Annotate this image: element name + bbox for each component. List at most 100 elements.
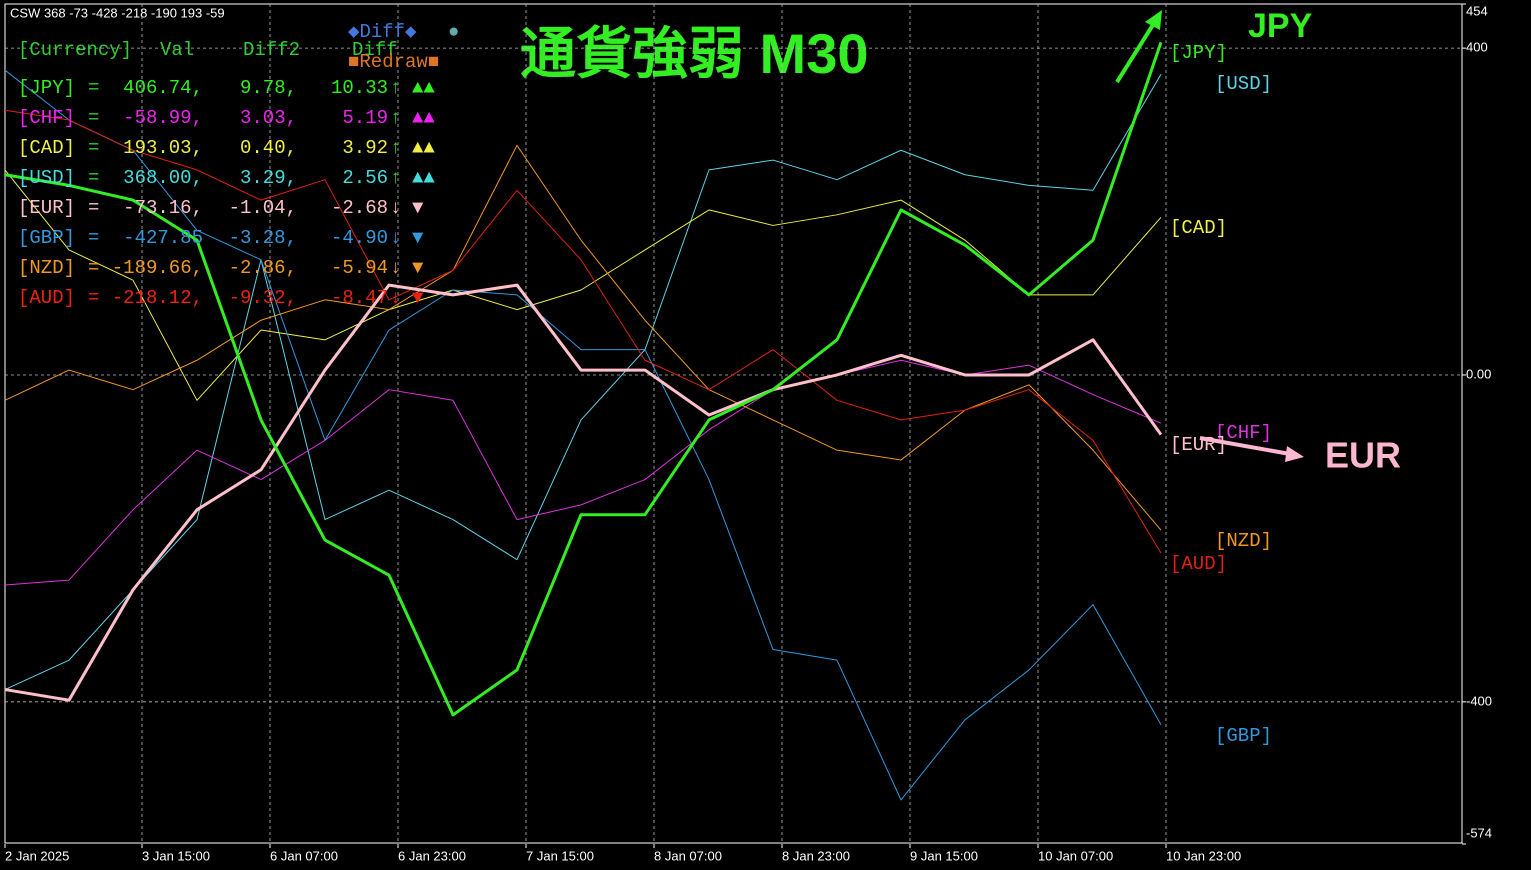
table-cell: -189.66, xyxy=(112,257,203,279)
info-panel: [Currency] Val Diff2 Diff [JPY] = 406.74, 9.78,… xyxy=(18,21,459,309)
column-header: Diff xyxy=(352,39,398,61)
column-header: Val xyxy=(160,39,194,61)
table-cell: 193.03, xyxy=(123,137,203,159)
table-cell: ↓ xyxy=(390,227,401,249)
table-cell: = xyxy=(88,77,99,99)
series-label: [AUD] xyxy=(1170,553,1227,575)
series-label: [GBP] xyxy=(1215,725,1272,747)
arrow xyxy=(1199,436,1291,456)
series-line xyxy=(4,74,1162,691)
series-label: [CHF] xyxy=(1215,422,1272,444)
button[interactable]: ◆Diff◆ xyxy=(348,21,417,43)
table-cell: ↑ xyxy=(390,167,401,189)
table-cell: ▼ xyxy=(412,257,424,279)
y-tick-label: -574 xyxy=(1466,825,1492,840)
annotation: EUR xyxy=(1325,435,1401,476)
x-tick-label: 7 Jan 15:00 xyxy=(526,848,594,863)
annotation-arrows xyxy=(1115,10,1304,462)
x-tick-label: 8 Jan 07:00 xyxy=(654,848,722,863)
y-tick-label: 454 xyxy=(1466,3,1488,18)
table-cell: -58.99, xyxy=(123,107,203,129)
series-label: [JPY] xyxy=(1170,42,1227,64)
y-tick-label: -400 xyxy=(1466,693,1492,708)
series-line xyxy=(4,169,1162,401)
x-tick-label: 3 Jan 15:00 xyxy=(142,848,210,863)
table-cell: 406.74, xyxy=(123,77,203,99)
series-label: [USD] xyxy=(1215,73,1272,95)
table-cell: -2.86, xyxy=(229,257,297,279)
x-tick-label: 9 Jan 15:00 xyxy=(910,848,978,863)
table-cell: [NZD] xyxy=(18,257,75,279)
x-tick-label: 10 Jan 07:00 xyxy=(1038,848,1113,863)
series-label: [EUR] xyxy=(1170,434,1227,456)
table-cell: = xyxy=(88,227,99,249)
series-line xyxy=(4,69,1162,801)
table-cell: [GBP] xyxy=(18,227,75,249)
table-cell: ▲▲ xyxy=(412,137,435,159)
table-cell: ↓ xyxy=(390,287,401,309)
table-cell: -3.28, xyxy=(229,227,297,249)
table-cell: [USD] xyxy=(18,167,75,189)
series-line xyxy=(4,109,1162,554)
annotation: JPY xyxy=(1248,7,1313,45)
table-cell: ↓ xyxy=(390,257,401,279)
arrow xyxy=(1115,18,1158,84)
table-cell: = xyxy=(88,107,99,129)
header-text: CSW 368 -73 -428 -218 -190 193 -59 xyxy=(10,5,225,20)
table-cell: [CHF] xyxy=(18,107,75,129)
table-cell: [CAD] xyxy=(18,137,75,159)
column-header: [Currency] xyxy=(18,39,132,61)
table-cell: ▼ xyxy=(412,227,424,249)
table-cell: = xyxy=(88,197,99,219)
table-cell: 0.40, xyxy=(240,137,297,159)
table-cell: ▲▲ xyxy=(412,77,435,99)
table-cell: 3.29, xyxy=(240,167,297,189)
table-cell: ↑ xyxy=(390,107,401,129)
x-tick-label: 10 Jan 23:00 xyxy=(1166,848,1241,863)
x-tick-label: 8 Jan 23:00 xyxy=(782,848,850,863)
table-cell: ▼ xyxy=(412,287,424,309)
table-cell: 3.92 xyxy=(342,137,388,159)
table-cell: 2.56 xyxy=(342,167,388,189)
series-label: [CAD] xyxy=(1170,217,1227,239)
table-cell: ↑ xyxy=(390,137,401,159)
table-cell: 3.03, xyxy=(240,107,297,129)
chart-title: 通貨強弱 M30 xyxy=(520,22,869,85)
x-tick-label: 6 Jan 07:00 xyxy=(270,848,338,863)
table-cell: 5.19 xyxy=(342,107,388,129)
arrow-head xyxy=(1285,446,1304,462)
y-tick-label: 0.00 xyxy=(1466,366,1491,381)
button[interactable]: ● xyxy=(448,21,459,43)
table-cell: ▲▲ xyxy=(412,107,435,129)
table-cell: ▼ xyxy=(412,197,424,219)
button[interactable]: ■Redraw■ xyxy=(348,51,439,73)
table-cell: [JPY] xyxy=(18,77,75,99)
table-cell: [EUR] xyxy=(18,197,75,219)
table-cell: -2.68 xyxy=(331,197,388,219)
series-line xyxy=(4,41,1163,717)
table-cell: -5.94 xyxy=(331,257,388,279)
table-cell: = xyxy=(88,137,99,159)
table-cell: -427.85 xyxy=(123,227,203,249)
table-cell: -218.12, xyxy=(112,287,203,309)
x-tick-label: 6 Jan 23:00 xyxy=(398,848,466,863)
x-tick-label: 2 Jan 2025 xyxy=(5,848,69,863)
table-cell: = xyxy=(88,287,99,309)
plot-area: 454 400 0.00 -400 -574 2 Jan 2025 3 Jan 15:00 6… xyxy=(4,3,1492,863)
y-tick-label: 400 xyxy=(1466,40,1488,55)
table-cell: -73.16, xyxy=(123,197,203,219)
table-cell: = xyxy=(88,167,99,189)
table-cell: ▲▲ xyxy=(412,167,435,189)
plot-frame xyxy=(4,3,1463,844)
table-cell: -4.90 xyxy=(331,227,388,249)
table-cell: -8.47 xyxy=(331,287,388,309)
series-label: [NZD] xyxy=(1215,530,1272,552)
table-cell: = xyxy=(88,257,99,279)
column-header: Diff2 xyxy=(243,39,300,61)
arrow-head xyxy=(1145,10,1162,30)
series-line xyxy=(4,283,1163,702)
table-cell: -9.32, xyxy=(229,287,297,309)
table-cell: 368.00, xyxy=(123,167,203,189)
